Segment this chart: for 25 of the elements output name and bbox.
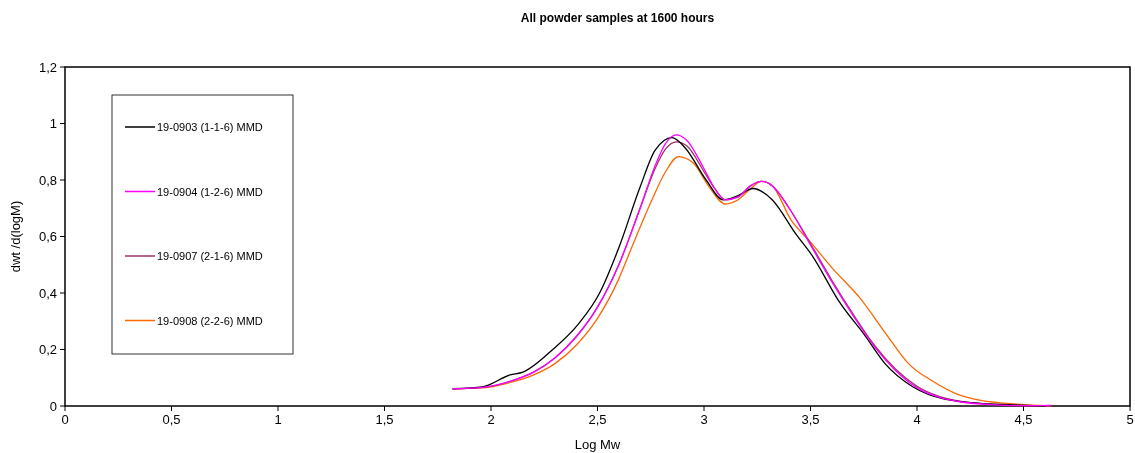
x-tick-label: 4,5 <box>1014 412 1033 427</box>
chart-title: All powder samples at 1600 hours <box>520 11 715 25</box>
x-tick-label: 4 <box>913 412 921 427</box>
y-tick-label: 0,6 <box>38 229 57 244</box>
y-tick-label: 0,4 <box>38 285 57 301</box>
x-tick-label: 0,5 <box>162 412 181 427</box>
x-tick-label: 2 <box>487 412 495 427</box>
y-tick-label: 1 <box>49 116 57 131</box>
legend-label: 19-0907 (2-1-6) MMD <box>157 250 263 262</box>
x-tick-label: 0 <box>61 412 69 427</box>
x-tick-label: 1 <box>274 412 282 427</box>
y-tick-label: 0 <box>49 398 57 414</box>
y-axis-title: dwt /d(logM) <box>8 200 23 273</box>
legend-label: 19-0904 (1-2-6) MMD <box>157 185 263 198</box>
x-tick-label: 3,5 <box>801 412 820 427</box>
x-tick-label: 3 <box>700 412 708 427</box>
x-tick-label: 5 <box>1126 412 1134 427</box>
x-axis-title: Log Mw <box>574 437 621 452</box>
legend-label: 19-0903 (1-1-6) MMD <box>157 121 263 133</box>
legend-label: 19-0908 (2-2-6) MMD <box>157 314 263 327</box>
y-tick-label: 0,2 <box>38 342 57 357</box>
y-tick-label: 1,2 <box>38 59 57 75</box>
x-tick-label: 1,5 <box>375 412 394 427</box>
x-tick-label: 2,5 <box>588 412 607 427</box>
y-tick-label: 0,8 <box>38 172 57 188</box>
